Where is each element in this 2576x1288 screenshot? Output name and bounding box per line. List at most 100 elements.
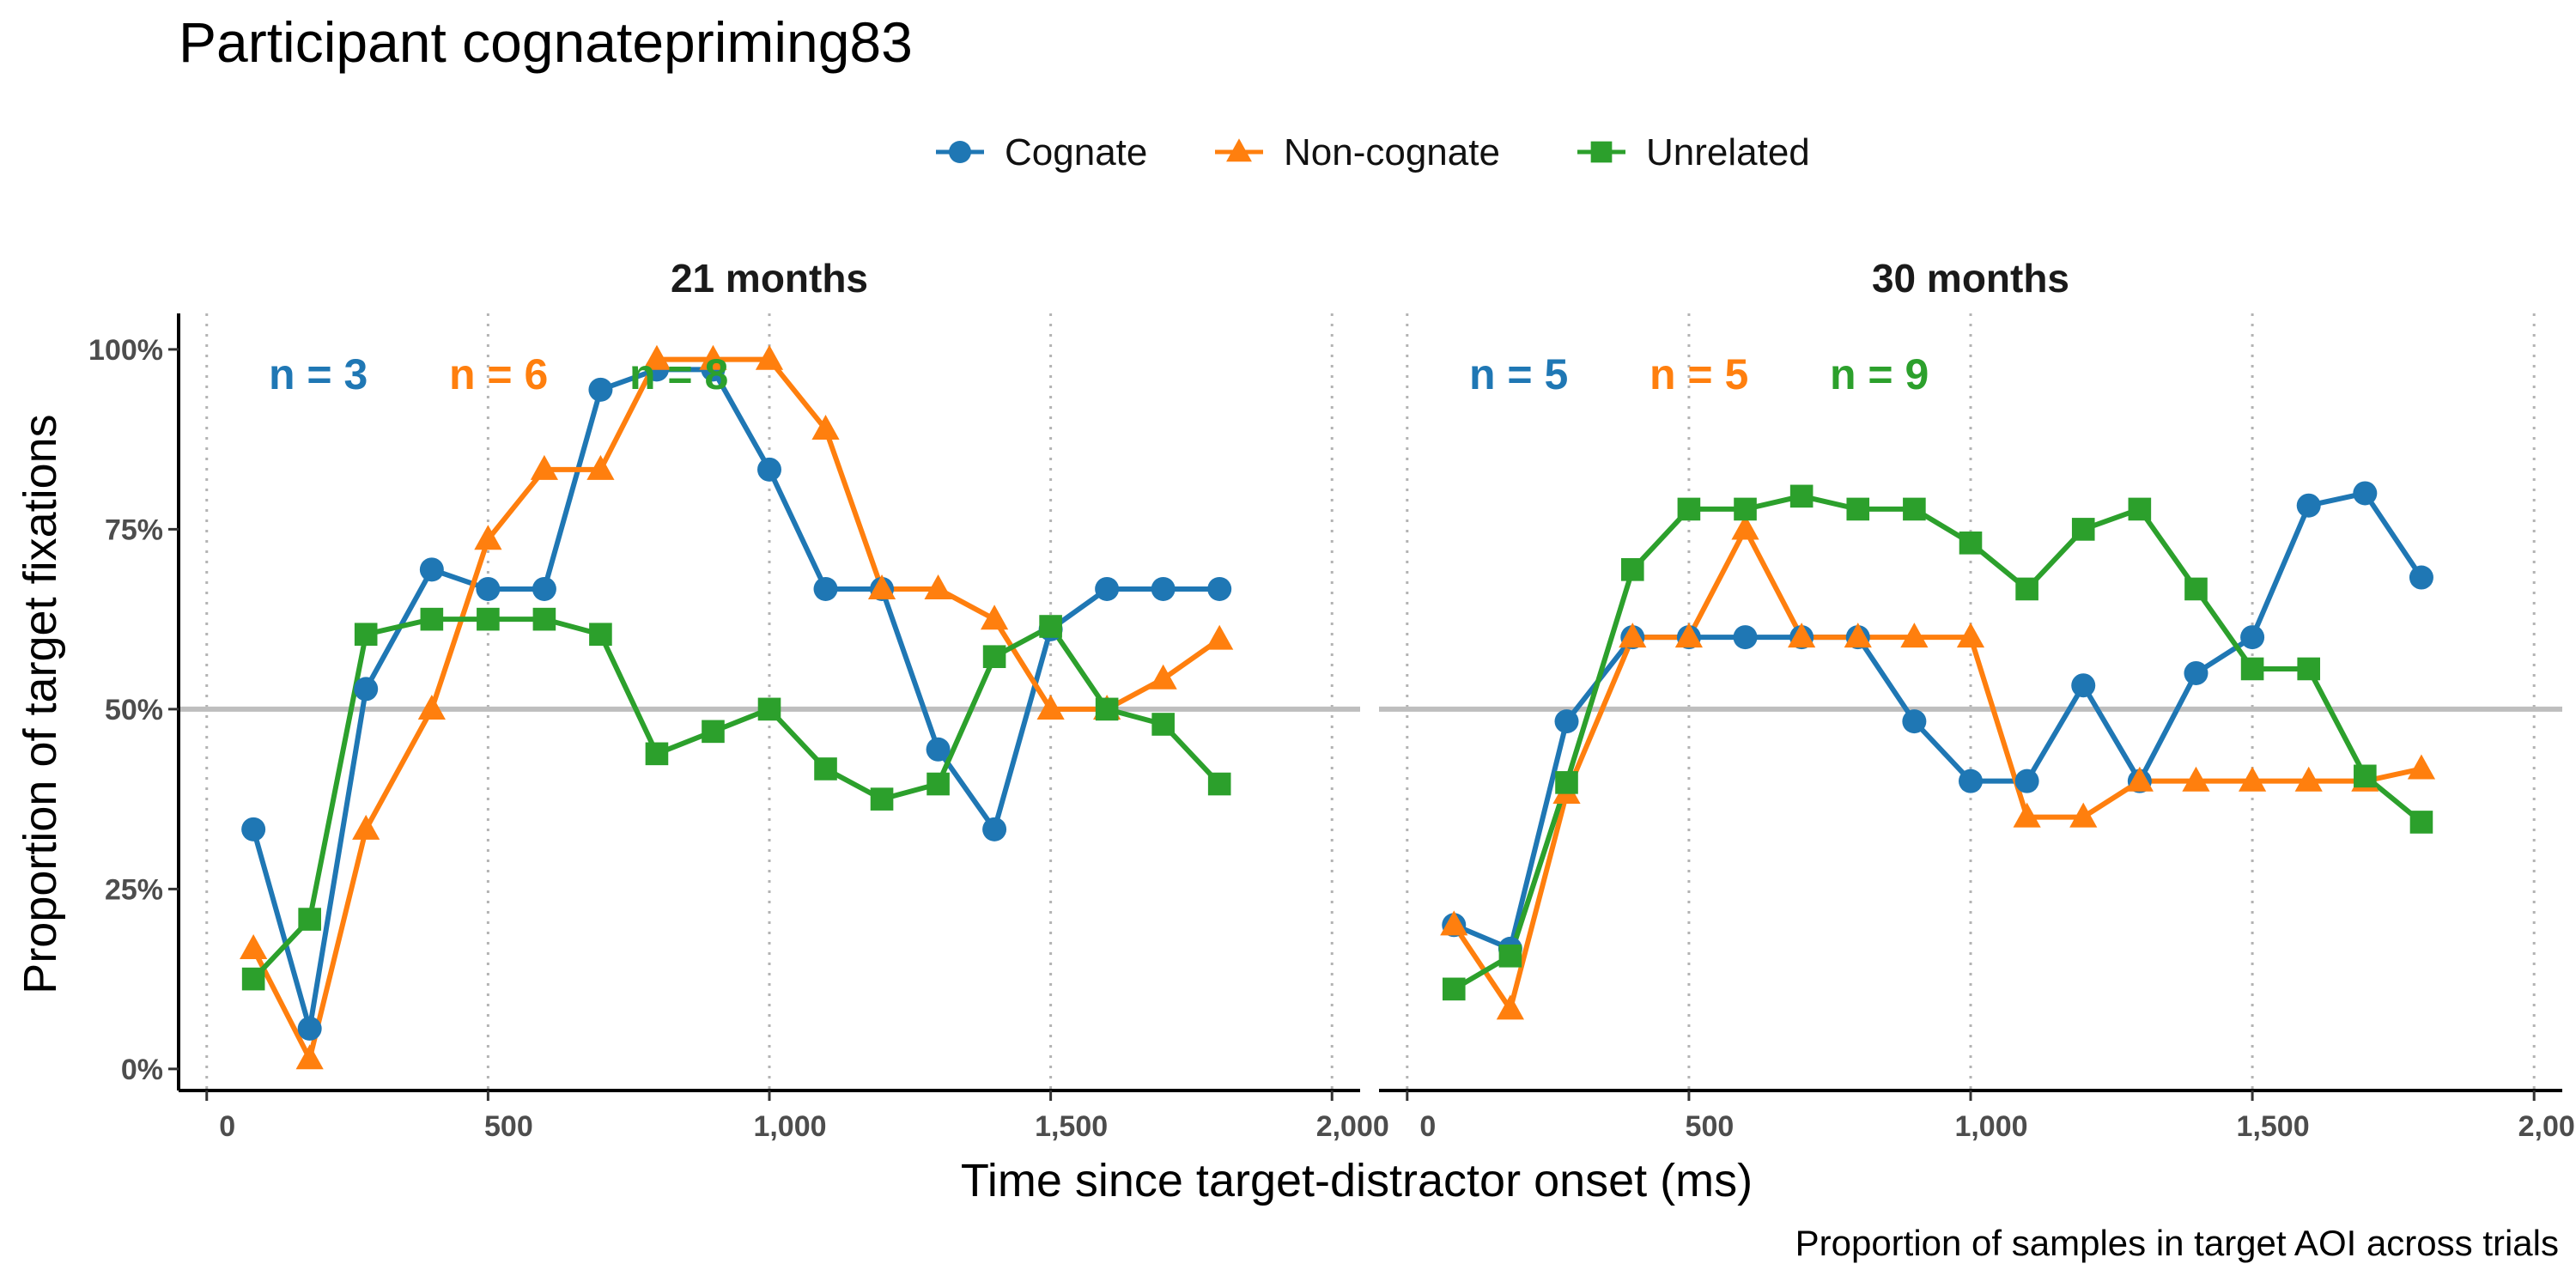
panel-21-months-point-cognate — [926, 737, 951, 762]
panel-21-months-point-unrelated — [420, 607, 444, 631]
panel-21-months-point-cognate — [476, 576, 501, 601]
panel-21-months-n-label-cognate: n = 3 — [269, 350, 368, 398]
legend-label-non-cognate: Non-cognate — [1284, 131, 1500, 173]
panel-21-months-point-cognate — [1207, 576, 1232, 601]
panel-30-months-point-non-cognate — [1674, 623, 1704, 648]
panel-21-months-point-unrelated — [532, 607, 556, 631]
panel-30-months-point-unrelated — [1498, 945, 1522, 968]
panel-21-months-point-unrelated — [1095, 697, 1119, 721]
panel-21-months-point-non-cognate — [980, 605, 1009, 630]
panel-30-months-point-unrelated — [2240, 657, 2264, 681]
panel-21-months-point-non-cognate — [642, 344, 671, 370]
panel-21-months-x-tick-label-0: 0 — [219, 1110, 235, 1143]
panel-21-months-point-unrelated — [814, 757, 837, 781]
panel-21-months-point-non-cognate — [867, 574, 896, 600]
legend-item-cognate: Cognate — [936, 131, 1147, 173]
panel-21-months-point-non-cognate — [586, 454, 615, 480]
panel-30-months-n-label-unrelated: n = 9 — [1830, 350, 1929, 398]
panel-30-months-point-unrelated — [2354, 764, 2377, 788]
panel-label-21-months: 21 months — [671, 256, 868, 301]
panel-21-months-point-unrelated — [870, 787, 894, 811]
panel-21-months-point-cognate — [241, 817, 266, 841]
panel-21-months-point-non-cognate — [240, 934, 268, 959]
chart-title: Participant cognatepriming83 — [179, 10, 913, 74]
panel-30-months-point-non-cognate — [1844, 623, 1872, 648]
panel-21-months: 0% 25% 50% 75% 100% 0 500 1,000 1,500 2,000 n = 3 n… — [88, 313, 1389, 1143]
panel-21-months-point-unrelated — [982, 645, 1006, 669]
panel-21-months-point-non-cognate — [295, 1044, 324, 1070]
panel-30-months-point-cognate — [2240, 625, 2265, 650]
panel-21-months-x-tick-label-1000: 1,000 — [753, 1110, 826, 1143]
panel-30-months-point-unrelated — [2297, 657, 2321, 681]
panel-21-months-point-non-cognate — [1206, 624, 1234, 650]
panel-30-months-point-non-cognate — [2069, 802, 2098, 828]
panel-21-months-point-cognate — [419, 557, 444, 582]
panel-30-months-point-non-cognate — [2182, 766, 2210, 792]
panel-21-months-point-unrelated — [298, 908, 321, 931]
panel-21-months-x-tick-label-2000: 2,000 — [1316, 1110, 1389, 1143]
panel-21-months-point-cognate — [982, 817, 1007, 841]
panel-30-months-point-non-cognate — [1619, 623, 1647, 648]
panel-30-months-point-unrelated — [2184, 577, 2208, 601]
panel-21-months-point-non-cognate — [352, 814, 380, 840]
panel-30-months-point-non-cognate — [1731, 514, 1759, 540]
panel-30-months-point-cognate — [2184, 660, 2208, 685]
panel-30-months: 0 500 1,000 1,500 2,000 n = 5 n = 5 n = 9 — [1379, 313, 2576, 1143]
panel-21-months-y-tick-label-0: 0% — [121, 1054, 163, 1086]
panel-21-months-n-label-non-cognate: n = 6 — [449, 350, 548, 398]
panel-21-months-point-cognate — [354, 677, 379, 702]
panel-21-months-point-cognate — [297, 1016, 322, 1041]
legend-label-cognate: Cognate — [1005, 131, 1147, 173]
panel-21-months-point-non-cognate — [811, 415, 840, 440]
legend-item-unrelated: Unrelated — [1577, 131, 1810, 173]
panel-30-months-point-unrelated — [2071, 518, 2095, 541]
panel-30-months-point-unrelated — [1789, 484, 1814, 508]
legend-item-non-cognate: Non-cognate — [1215, 131, 1500, 173]
panel-30-months-x-tick-label-500: 500 — [1686, 1110, 1735, 1143]
panel-21-months-x-tick-label-1500: 1,500 — [1035, 1110, 1108, 1143]
plot-panels: 0% 25% 50% 75% 100% 0 500 1,000 1,500 2,000 n = 3 n… — [88, 313, 2576, 1143]
panel-30-months-point-unrelated — [2128, 497, 2152, 521]
legend-marker-non-cognate — [1226, 138, 1252, 162]
panel-label-30-months: 30 months — [1872, 256, 2069, 301]
panel-21-months-point-non-cognate — [1036, 694, 1065, 720]
panel-30-months-point-non-cognate — [2125, 766, 2154, 792]
panel-21-months-y-tick-label-100: 100% — [88, 334, 163, 367]
panel-30-months-x-tick-label-2000: 2,000 — [2518, 1110, 2576, 1143]
panel-30-months-point-unrelated — [1442, 977, 1466, 1001]
panel-30-months-point-unrelated — [2409, 811, 2433, 834]
panel-21-months-y-tick-label-50: 50% — [105, 694, 163, 726]
panel-21-months-y-tick-label-75: 75% — [105, 513, 163, 546]
panel-30-months-point-non-cognate — [1788, 623, 1816, 648]
chart-caption: Proportion of samples in target AOI acro… — [1795, 1223, 2559, 1263]
panel-30-months-x-tick-label-1500: 1,500 — [2237, 1110, 2310, 1143]
panel-21-months-point-non-cognate — [699, 344, 727, 370]
panel-30-months-point-unrelated — [1620, 558, 1644, 581]
panel-21-months-point-cognate — [588, 377, 613, 402]
panel-30-months-point-cognate — [2014, 769, 2039, 793]
panel-30-months-point-non-cognate — [2238, 766, 2267, 792]
panel-30-months-x-tick-label-1000: 1,000 — [1954, 1110, 2027, 1143]
panel-21-months-point-unrelated — [354, 623, 378, 647]
panel-30-months-point-cognate — [2296, 493, 2321, 518]
panel-21-months-point-unrelated — [1207, 772, 1231, 796]
panel-30-months-n-label-non-cognate: n = 5 — [1649, 350, 1748, 398]
panel-30-months-point-unrelated — [1555, 771, 1578, 794]
panel-21-months-point-unrelated — [1151, 713, 1175, 736]
panel-21-months-point-non-cognate — [417, 694, 446, 720]
legend-marker-unrelated — [1590, 141, 1613, 163]
panel-21-months-point-cognate — [532, 576, 556, 601]
panel-21-months-x-tick-label-500: 500 — [484, 1110, 533, 1143]
panel-21-months-point-cognate — [757, 457, 781, 482]
panel-30-months-x-tick-label-0: 0 — [1419, 1110, 1436, 1143]
panel-21-months-point-non-cognate — [1149, 664, 1177, 690]
panel-30-months-series-line-cognate — [1453, 490, 2424, 951]
panel-30-months-point-non-cognate — [2407, 754, 2436, 780]
panel-21-months-point-unrelated — [1039, 615, 1062, 638]
panel-21-months-point-cognate — [1151, 576, 1176, 601]
panel-21-months-series-line-non-cognate — [251, 356, 1221, 1062]
panel-30-months-point-cognate — [1959, 769, 1983, 793]
panel-21-months-point-unrelated — [589, 623, 612, 647]
panel-30-months-point-non-cognate — [2013, 802, 2041, 828]
